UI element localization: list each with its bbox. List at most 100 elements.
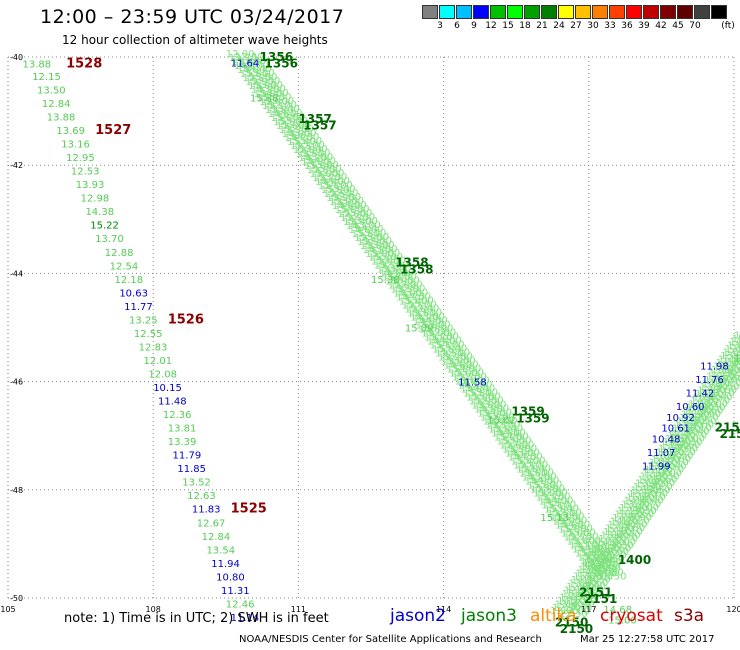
track-value: 15.60	[649, 475, 678, 486]
track-value: 13.20	[438, 353, 467, 364]
track-value: 14.90	[525, 476, 554, 487]
track-value: 14.80	[500, 432, 529, 443]
wave-height-value: 15.00	[608, 616, 637, 627]
track-value: 15.90	[273, 117, 302, 128]
track-value: 14.60	[260, 88, 289, 99]
colorbar-swatch	[609, 5, 625, 19]
track-value: 14.80	[572, 544, 601, 555]
track-value: 12.00	[449, 369, 478, 380]
track-value: 12.50	[573, 589, 602, 600]
track-value: 15.20	[534, 479, 563, 490]
wave-height-value: 12.88	[105, 248, 134, 259]
track-value: 12.20	[578, 552, 607, 563]
track-value: 13.10	[414, 308, 443, 319]
track-value: 13.90	[577, 582, 606, 593]
track-value: 12.40	[259, 97, 288, 108]
track-value: 14.20	[410, 313, 439, 324]
track-value: 15.10	[318, 181, 347, 192]
track-value: 14.70	[396, 293, 425, 304]
y-tick-label: -44	[10, 269, 23, 278]
track-value: 14.80	[594, 557, 623, 568]
pass-time-label: 1357	[298, 112, 331, 126]
track-value: 15.60	[455, 368, 484, 379]
track-value: 15.80	[584, 551, 613, 562]
track-value: 13.90	[635, 479, 664, 490]
track-value: 12.20	[354, 233, 383, 244]
track-value: 14.60	[637, 475, 666, 486]
track-value: 13.10	[485, 421, 514, 432]
track-value: 13.50	[519, 468, 548, 479]
track-value: 15.30	[558, 524, 587, 535]
track-value: 12.70	[268, 100, 297, 111]
track-value: 13.00	[421, 329, 450, 340]
track-value: 14.90	[564, 523, 593, 534]
colorbar-swatch	[660, 5, 676, 19]
track-value: 12.60	[539, 487, 568, 498]
track-value: 14.40	[243, 64, 272, 75]
track-value: 13.10	[302, 148, 331, 159]
track-value: 12.00	[489, 416, 518, 427]
track-value: 15.60	[567, 527, 596, 538]
colorbar-swatch	[524, 5, 540, 19]
track-value: 13.80	[416, 312, 445, 323]
track-value: 13.90	[553, 516, 582, 527]
track-value: 13.90	[441, 357, 470, 368]
track-value: 12.20	[243, 73, 272, 84]
track-value: 15.00	[699, 399, 728, 410]
pass-time-label: 1356	[260, 50, 293, 64]
track-value: 15.00	[589, 568, 618, 579]
track-value: 15.60	[416, 321, 445, 332]
track-value: 12.80	[640, 489, 669, 500]
colorbar-label: 36	[621, 21, 633, 31]
track-value: 13.10	[672, 423, 701, 434]
track-value: 13.80	[674, 420, 703, 431]
track-value: 15.10	[246, 68, 275, 79]
track-value: 13.50	[608, 520, 637, 531]
pass-time-label: 2151	[584, 592, 617, 606]
track-value: 15.60	[344, 208, 373, 219]
pass-time-label: 1356	[265, 56, 298, 70]
wave-height-value: 11.48	[158, 397, 187, 408]
track-value: 15.00	[405, 296, 434, 307]
track-value: 15.40	[727, 357, 740, 368]
colorbar-labels: 3 6 9 12 15 18 21 24 27 30 33 36 39 42 45 70 (ft)	[422, 21, 740, 33]
track-value: 15.50	[391, 276, 420, 287]
track-value: 12.40	[704, 392, 733, 403]
x-tick-label: 111	[291, 605, 306, 614]
track-value: 15.50	[240, 69, 269, 80]
track-value: 13.30	[542, 491, 571, 502]
track-value: 15.90	[497, 437, 526, 448]
track-value: 14.40	[315, 177, 344, 188]
colorbar-label: 3	[437, 21, 443, 31]
track-value: 12.20	[394, 280, 423, 291]
track-value: 13.70	[424, 333, 453, 344]
track-value: 14.30	[291, 132, 320, 143]
track-value: 12.70	[452, 373, 481, 384]
track-value: 15.90	[715, 375, 740, 386]
track-value: 15.10	[568, 595, 597, 606]
wave-height-labels: 13.88 1528 12.15 13.50 12.84 13.88 13.69 1527 13…	[23, 50, 740, 636]
track-value: 15.30	[732, 334, 740, 345]
track-value: 15.30	[263, 92, 292, 103]
track-value: 13.20	[633, 482, 662, 493]
track-value: 13.60	[472, 401, 501, 412]
footer-note: note: 1) Time is in UTC; 2) SWH is in fe…	[64, 611, 329, 626]
track-value: 13.10	[374, 261, 403, 272]
track-value: 13.00	[238, 56, 267, 67]
track-value: 13.50	[335, 196, 364, 207]
track-value: 13.20	[366, 240, 395, 251]
track-value: 12.50	[665, 451, 694, 462]
wave-height-value: 15.38	[371, 275, 400, 286]
track-value: 14.20	[298, 153, 327, 164]
track-value: 14.50	[419, 316, 448, 327]
wave-height-value: 11.31	[221, 586, 250, 597]
track-value: 15.30	[640, 472, 669, 483]
track-value: 12.30	[617, 506, 646, 517]
track-value: 15.70	[702, 395, 731, 406]
track-value: 13.80	[265, 105, 294, 116]
track-value: 14.50	[619, 520, 648, 531]
track-value: 13.30	[279, 125, 308, 136]
track-value: 14.10	[386, 268, 415, 279]
track-value: 14.90	[341, 204, 370, 215]
track-value: 12.30	[709, 368, 738, 379]
